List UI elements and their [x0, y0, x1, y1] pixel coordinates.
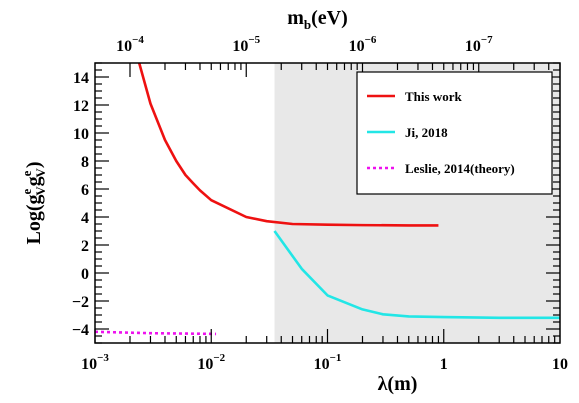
y-axis-label-close: ) — [23, 161, 45, 168]
top-axis-label-sub: b — [304, 17, 311, 32]
y-tick-label: 4 — [81, 210, 89, 227]
top-tick-label: 10−4 — [116, 34, 144, 55]
top-tick-label-exp: −6 — [365, 34, 377, 46]
x-tick-label-base: 10 — [314, 356, 330, 373]
top-tick-label-base: 10 — [232, 38, 248, 55]
series-line-2 — [273, 230, 560, 320]
y-tick-label: −2 — [72, 294, 89, 311]
y-tick-label: 0 — [81, 266, 89, 283]
x-axis-label: λ(m) — [378, 373, 418, 395]
top-tick-label: 10−5 — [232, 34, 260, 55]
x-tick-label: 10 — [552, 356, 568, 373]
top-tick-label: 10−7 — [465, 34, 493, 55]
y-tick-label: −4 — [72, 322, 89, 339]
top-tick-label-base: 10 — [349, 38, 365, 55]
legend-label-3: Leslie, 2014(theory) — [405, 161, 515, 176]
x-tick-label-base: 1 — [440, 356, 448, 373]
x-tick-label-exp: −1 — [330, 352, 342, 364]
x-tick-label-exp: −3 — [97, 352, 109, 364]
x-tick-label-base: 10 — [197, 356, 213, 373]
top-axis-label-base: m — [287, 7, 304, 29]
y-tick-label: 6 — [81, 182, 89, 199]
y-tick-label: 14 — [73, 70, 89, 87]
top-tick-label-exp: −5 — [248, 34, 260, 46]
top-tick-label-base: 10 — [116, 38, 132, 55]
top-axis-label: mb(eV) — [287, 7, 348, 32]
legend-label-2: Ji, 2018 — [405, 125, 448, 140]
y-axis-label-sub: V — [33, 168, 48, 178]
y-tick-label: 2 — [81, 238, 89, 255]
series-line-3 — [94, 330, 217, 336]
y-tick-label: 8 — [81, 154, 89, 171]
x-tick-label: 10−1 — [314, 352, 342, 373]
x-tick-label-base: 10 — [81, 356, 97, 373]
top-tick-label: 10−6 — [349, 34, 377, 55]
y-tick-label: 10 — [73, 126, 89, 143]
top-axis-label-unit: (eV) — [311, 7, 348, 29]
y-axis-label-sup: e — [19, 189, 34, 195]
x-tick-label: 1 — [440, 356, 448, 373]
y-axis-label-base: Log(g — [23, 195, 45, 245]
y-axis-label: Log(geVgeV) — [19, 161, 48, 244]
y-axis-label-mid: g — [23, 176, 45, 186]
legend-label-1: This work — [405, 89, 462, 104]
top-tick-label-exp: −4 — [132, 34, 144, 46]
top-tick-label-base: 10 — [465, 38, 481, 55]
x-tick-label-exp: −2 — [213, 352, 225, 364]
legend-box — [356, 71, 553, 195]
y-axis-label-sub: V — [33, 186, 48, 196]
series-line-1 — [137, 62, 439, 227]
y-axis-label-sup: e — [19, 170, 34, 176]
y-tick-label: 12 — [73, 98, 89, 115]
x-tick-label: 10−3 — [81, 352, 109, 373]
x-tick-label: 10−2 — [197, 352, 225, 373]
x-tick-label-base: 10 — [552, 356, 568, 373]
top-tick-label-exp: −7 — [481, 34, 493, 46]
